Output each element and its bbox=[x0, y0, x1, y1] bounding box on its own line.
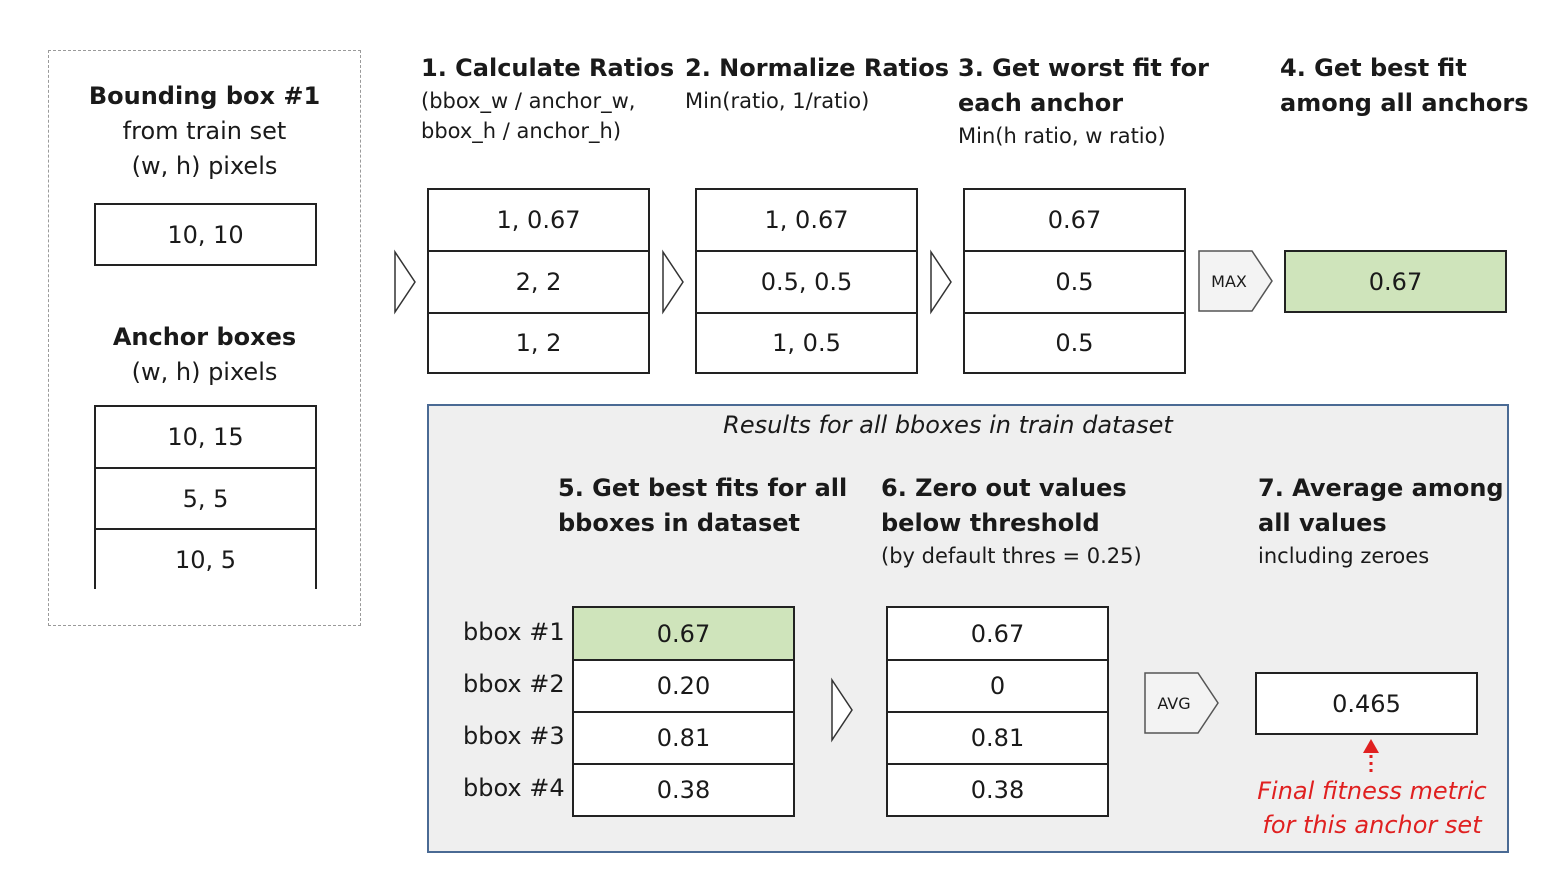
step4-caption: 4. Get best fit among all anchors bbox=[1280, 51, 1529, 121]
step6-title-line1: 6. Zero out values bbox=[881, 474, 1127, 502]
step6-sub1: (by default thres = 0.25) bbox=[881, 544, 1142, 568]
anchor-table: 10, 15 5, 5 10, 5 bbox=[94, 405, 317, 589]
anchor-cell: 10, 15 bbox=[96, 407, 315, 467]
chevron-right-icon bbox=[831, 677, 853, 743]
step6-cell: 0.38 bbox=[888, 763, 1107, 815]
step3-caption: 3. Get worst fit for each anchor Min(h r… bbox=[958, 51, 1209, 151]
bbox-title: Bounding box #1 bbox=[88, 82, 321, 110]
step2-table: 1, 0.67 0.5, 0.5 1, 0.5 bbox=[695, 188, 918, 374]
step1-cell: 1, 0.67 bbox=[429, 190, 648, 250]
red-up-arrow-icon bbox=[1363, 739, 1379, 772]
step1-sub2: bbox_h / anchor_h) bbox=[421, 119, 622, 143]
step1-table: 1, 0.67 2, 2 1, 2 bbox=[427, 188, 650, 374]
step6-title-line2: below threshold bbox=[881, 509, 1100, 537]
step1-sub1: (bbox_w / anchor_w, bbox=[421, 89, 636, 113]
final-note-line2: for this anchor set bbox=[1262, 811, 1482, 839]
step5-table: 0.67 0.20 0.81 0.38 bbox=[572, 606, 795, 817]
step5-cell: 0.67 bbox=[574, 608, 793, 659]
bbox-row-labels: bbox #1 bbox #2 bbox #3 bbox #4 bbox=[463, 606, 565, 814]
step6-table: 0.67 0 0.81 0.38 bbox=[886, 606, 1109, 817]
step1-caption: 1. Calculate Ratios (bbox_w / anchor_w, … bbox=[421, 51, 674, 146]
step7-caption: 7. Average among all values including ze… bbox=[1258, 471, 1504, 571]
bbox-value-box: 10, 10 bbox=[94, 203, 317, 266]
bbox-sub1: from train set bbox=[122, 117, 287, 145]
results-panel-title: Results for all bboxes in train dataset bbox=[723, 411, 1173, 439]
step3-cell: 0.5 bbox=[965, 250, 1184, 312]
step2-title: 2. Normalize Ratios bbox=[685, 54, 949, 82]
avg-operator: AVG bbox=[1144, 672, 1220, 734]
step4-title-line1: 4. Get best fit bbox=[1280, 54, 1467, 82]
step6-cell: 0.67 bbox=[888, 608, 1107, 659]
bbox-caption: Bounding box #1 from train set (w, h) pi… bbox=[48, 79, 361, 184]
step2-cell: 1, 0.5 bbox=[697, 312, 916, 372]
step3-cell: 0.5 bbox=[965, 312, 1184, 372]
final-note-line1: Final fitness metric bbox=[1257, 777, 1487, 805]
step2-cell: 1, 0.67 bbox=[697, 190, 916, 250]
anchor-title: Anchor boxes bbox=[112, 323, 297, 351]
step6-caption: 6. Zero out values below threshold (by d… bbox=[881, 471, 1142, 571]
step4-title-line2: among all anchors bbox=[1280, 89, 1529, 117]
step5-title-line1: 5. Get best fits for all bbox=[558, 474, 848, 502]
max-operator: MAX bbox=[1198, 250, 1274, 312]
step3-title-line1: 3. Get worst fit for bbox=[958, 54, 1209, 82]
step5-title-line2: bboxes in dataset bbox=[558, 509, 800, 537]
step5-cell: 0.20 bbox=[574, 659, 793, 711]
step2-cell: 0.5, 0.5 bbox=[697, 250, 916, 312]
step1-cell: 1, 2 bbox=[429, 312, 648, 372]
step7-title-line2: all values bbox=[1258, 509, 1387, 537]
final-average-box: 0.465 bbox=[1255, 672, 1478, 735]
bbox-sub2: (w, h) pixels bbox=[131, 152, 278, 180]
chevron-right-icon bbox=[930, 249, 952, 315]
row-label: bbox #2 bbox=[463, 670, 565, 698]
step3-title-line2: each anchor bbox=[958, 89, 1124, 117]
input-panel bbox=[48, 50, 361, 626]
max-label: MAX bbox=[1211, 271, 1247, 291]
step6-cell: 0.81 bbox=[888, 711, 1107, 763]
row-label: bbox #3 bbox=[463, 722, 565, 750]
row-label: bbox #1 bbox=[463, 618, 565, 646]
step5-caption: 5. Get best fits for all bboxes in datas… bbox=[558, 471, 847, 541]
step7-sub1: including zeroes bbox=[1258, 544, 1430, 568]
step7-title-line1: 7. Average among bbox=[1258, 474, 1504, 502]
step6-cell: 0 bbox=[888, 659, 1107, 711]
avg-arrow-icon bbox=[1144, 672, 1219, 734]
row-label: bbox #4 bbox=[463, 774, 565, 802]
chevron-right-icon bbox=[394, 249, 416, 315]
step5-cell: 0.81 bbox=[574, 711, 793, 763]
anchor-sub: (w, h) pixels bbox=[131, 358, 278, 386]
step1-cell: 2, 2 bbox=[429, 250, 648, 312]
step3-table: 0.67 0.5 0.5 bbox=[963, 188, 1186, 374]
step5-cell: 0.38 bbox=[574, 763, 793, 815]
step3-sub1: Min(h ratio, w ratio) bbox=[958, 124, 1166, 148]
step1-title: 1. Calculate Ratios bbox=[421, 54, 675, 82]
step2-caption: 2. Normalize Ratios Min(ratio, 1/ratio) bbox=[685, 51, 949, 116]
step3-cell: 0.67 bbox=[965, 190, 1184, 250]
avg-label: AVG bbox=[1157, 693, 1191, 713]
anchor-cell: 5, 5 bbox=[96, 467, 315, 528]
max-arrow-icon bbox=[1198, 250, 1273, 312]
step2-sub1: Min(ratio, 1/ratio) bbox=[685, 89, 870, 113]
anchor-caption: Anchor boxes (w, h) pixels bbox=[48, 320, 361, 390]
anchor-cell: 10, 5 bbox=[96, 528, 315, 589]
final-fitness-note: Final fitness metric for this anchor set bbox=[1250, 774, 1494, 842]
step4-best-fit-box: 0.67 bbox=[1284, 250, 1507, 313]
chevron-right-icon bbox=[662, 249, 684, 315]
